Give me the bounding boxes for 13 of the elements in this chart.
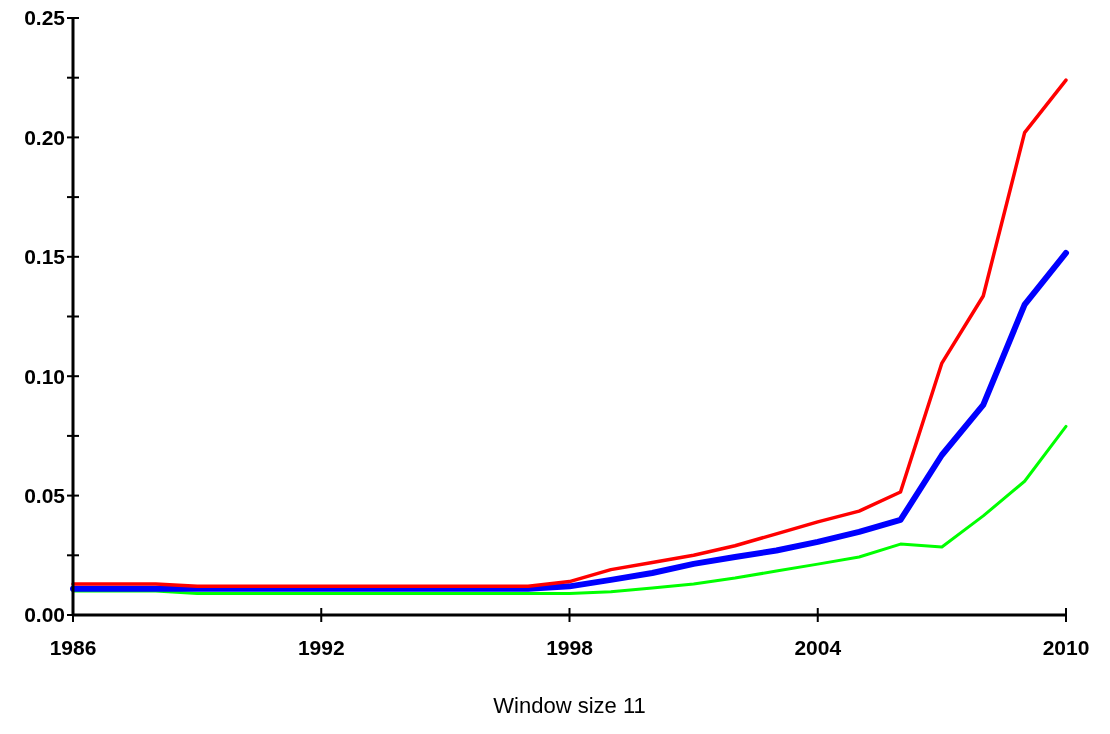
x-tick-label: 1992 [297,636,345,659]
x-tick-label: 1998 [546,636,594,659]
x-axis-title: Window size 11 [493,693,646,718]
y-tick-label: 0.20 [24,125,65,149]
x-tick-label: 2010 [1042,636,1090,659]
x-tick-label: 1986 [49,636,97,659]
y-tick-label: 0.00 [24,603,65,627]
y-tick-label: 0.05 [24,483,66,507]
x-tick-label: 2004 [794,636,842,659]
y-tick-label: 0.10 [24,364,65,388]
line-series [71,78,1068,589]
y-tick-label: 0.25 [24,6,66,30]
y-tick-label: 0.15 [24,245,66,269]
